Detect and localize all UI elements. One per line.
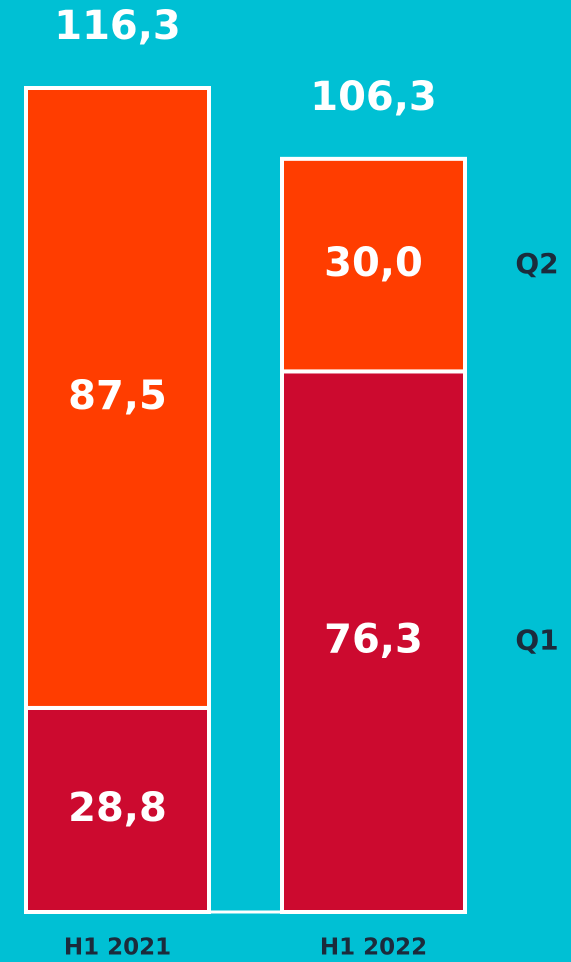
bar-segment: [24, 705, 211, 915]
bar-segment: [280, 369, 467, 915]
segment-label: 30,0: [324, 240, 423, 286]
segment-label: 76,3: [324, 617, 423, 663]
legend-label: Q1: [515, 624, 558, 657]
segment-label: 28,8: [68, 785, 167, 831]
legend-label: Q2: [515, 247, 558, 280]
category-label: H1 2021: [64, 935, 171, 961]
bar-segment: [280, 156, 467, 374]
segment-label: 87,5: [68, 373, 167, 419]
bar-segment: [24, 86, 211, 710]
category-label: H1 2022: [320, 935, 427, 961]
total-label: 106,3: [310, 74, 437, 120]
total-label: 116,3: [54, 3, 181, 49]
